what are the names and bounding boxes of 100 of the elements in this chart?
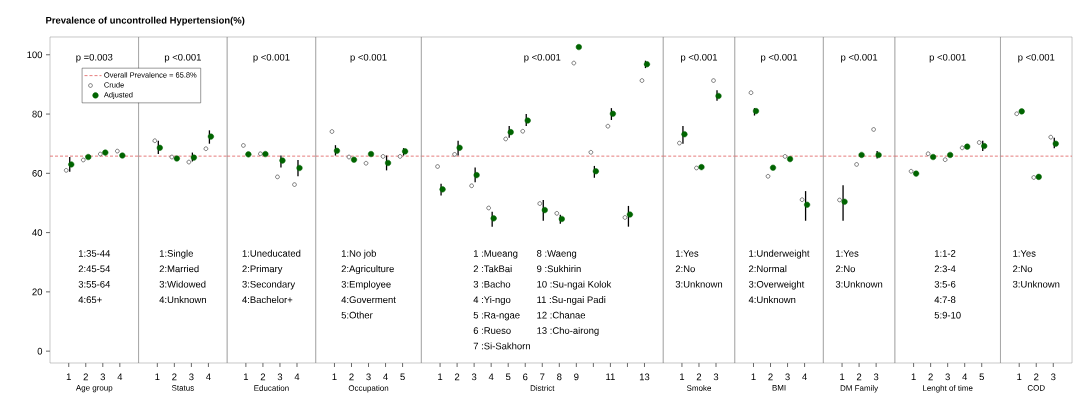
x-tick-label: 11 bbox=[606, 373, 615, 381]
x-tick-label: 5 bbox=[505, 373, 511, 381]
annotation: 8 :Waeng bbox=[536, 250, 577, 259]
annotation: 2:Agriculture bbox=[341, 265, 394, 275]
annotation: 3:Widowed bbox=[159, 280, 206, 288]
annotation: 4:Unknown bbox=[748, 296, 796, 304]
annotation: 3:Unknown bbox=[675, 280, 723, 288]
annotation: p <0.001 bbox=[164, 53, 201, 63]
annotation: p =0.003 bbox=[76, 53, 113, 63]
x-tick-label: 1 bbox=[332, 373, 337, 381]
annotation: p <0.001 bbox=[929, 53, 966, 63]
annotation: 4:Unknown bbox=[159, 296, 206, 304]
annotation: 2 :TakBai bbox=[473, 265, 512, 273]
annotation: 1:1-2 bbox=[934, 250, 956, 257]
x-tick-label: 3 bbox=[277, 373, 283, 381]
annotation: p <0.001 bbox=[524, 53, 561, 63]
x-tick-label: 2 bbox=[696, 373, 702, 381]
y-tick-label: 100 bbox=[27, 51, 43, 59]
annotation: 2:Married bbox=[159, 265, 199, 273]
y-tick-label: 0 bbox=[37, 347, 43, 355]
x-tick-label: 1 bbox=[243, 373, 249, 381]
annotation: 5:Other bbox=[341, 311, 373, 319]
y-tick-label: 60 bbox=[32, 169, 43, 177]
x-tick-label: 1 bbox=[1017, 373, 1022, 381]
x-tick-label: 3 bbox=[713, 373, 719, 381]
annotation: p <0.001 bbox=[253, 53, 290, 63]
x-tick-label: 7 bbox=[540, 373, 545, 381]
annotation: 3:5-6 bbox=[934, 280, 956, 288]
x-tick-label: 2 bbox=[172, 373, 177, 381]
x-tick-label: 1 bbox=[840, 373, 845, 381]
annotation: 3:Overweight bbox=[748, 280, 805, 290]
annotation: 1:Single bbox=[159, 249, 193, 259]
x-tick-label: 4 bbox=[962, 373, 968, 381]
annotation: 11 :Su-ngai Padi bbox=[537, 296, 606, 305]
x-tick-label: 1 bbox=[66, 373, 71, 381]
x-tick-label: 2 bbox=[1034, 373, 1039, 381]
x-tick-label: 2 bbox=[454, 373, 460, 381]
x-tick-label: 1 bbox=[911, 373, 916, 381]
annotation: 3:Unknown bbox=[1012, 280, 1060, 288]
x-tick-label: 3 bbox=[1051, 373, 1056, 381]
x-tick-label: 3 bbox=[366, 373, 371, 381]
annotation: 12 :Chanae bbox=[537, 311, 586, 319]
annotation: 1 :Mueang bbox=[473, 250, 518, 259]
annotation: 9 :Sukhirin bbox=[537, 265, 581, 273]
annotation: 5:9-10 bbox=[934, 311, 961, 319]
annotation: 2:45-54 bbox=[78, 265, 111, 273]
x-tick-label: 4 bbox=[117, 373, 123, 381]
x-tick-label: 2 bbox=[768, 373, 773, 381]
x-tick-label: 1 bbox=[155, 373, 160, 381]
annotation: 4:Bachelor+ bbox=[242, 296, 293, 304]
annotation: 3:Unknown bbox=[835, 280, 883, 288]
annotation: 6 :Rueso bbox=[473, 327, 511, 334]
y-tick-label: 20 bbox=[32, 288, 43, 296]
x-tick-label: 3 bbox=[785, 373, 790, 381]
annotation: 4:65+ bbox=[78, 296, 102, 304]
annotation: 10 :Su-ngai Kolok bbox=[537, 280, 612, 290]
annotation: 1:Uneducated bbox=[242, 249, 301, 257]
x-tick-label: 1 bbox=[680, 373, 685, 381]
x-tick-label: 4 bbox=[488, 373, 494, 381]
annotation: 3 :Bacho bbox=[473, 280, 511, 288]
annotation: 1:Yes bbox=[836, 250, 859, 257]
annotation: p <0.001 bbox=[681, 53, 718, 63]
annotation: p <0.001 bbox=[761, 53, 798, 63]
x-tick-label: 6 bbox=[523, 373, 528, 381]
x-tick-label: 3 bbox=[100, 373, 106, 381]
annotation: 1:Yes bbox=[676, 250, 699, 257]
annotation: 5 :Ra-ngae bbox=[473, 311, 520, 321]
annotation: 2:Normal bbox=[748, 265, 787, 273]
annotation: 2:No bbox=[675, 265, 695, 273]
annotation: p <0.001 bbox=[1018, 53, 1055, 63]
x-tick-label: 4 bbox=[802, 373, 807, 381]
annotation: 4 :Yi-ngo bbox=[473, 296, 511, 305]
x-tick-label: 3 bbox=[945, 373, 950, 381]
x-tick-label: 2 bbox=[83, 373, 88, 381]
x-tick-label: 3 bbox=[189, 373, 194, 381]
annotation: 1:No job bbox=[341, 249, 377, 259]
annotation: 2:3-4 bbox=[934, 265, 956, 273]
annotation: 3:Secondary bbox=[242, 280, 296, 290]
x-tick-label: 3 bbox=[471, 373, 477, 381]
x-tick-label: 2 bbox=[260, 373, 266, 381]
x-tick-label: 1 bbox=[751, 373, 756, 381]
x-tick-label: 13 bbox=[639, 373, 650, 381]
x-tick-label: 4 bbox=[383, 373, 388, 381]
x-tick-label: 9 bbox=[574, 373, 579, 381]
annotation: 4:Goverment bbox=[341, 296, 396, 304]
annotation: 13 :Cho-airong bbox=[537, 327, 599, 336]
x-tick-label: 4 bbox=[206, 373, 211, 381]
x-tick-label: 3 bbox=[873, 373, 879, 381]
x-tick-label: 2 bbox=[928, 373, 933, 381]
x-tick-label: 8 bbox=[557, 373, 562, 381]
annotation: p <0.001 bbox=[841, 53, 878, 63]
y-tick-label: 40 bbox=[32, 229, 43, 236]
annotation: 2:No bbox=[835, 265, 856, 273]
annotation: 1:Underweight bbox=[749, 249, 810, 259]
chart-title: Prevalence of uncontrolled Hypertension(%) bbox=[46, 16, 245, 26]
x-tick-label: 5 bbox=[979, 373, 984, 381]
annotation: 2:Primary bbox=[242, 265, 283, 275]
y-tick-label: 80 bbox=[32, 110, 43, 118]
x-tick-label: 2 bbox=[349, 373, 354, 381]
x-tick-label: 2 bbox=[856, 373, 862, 381]
